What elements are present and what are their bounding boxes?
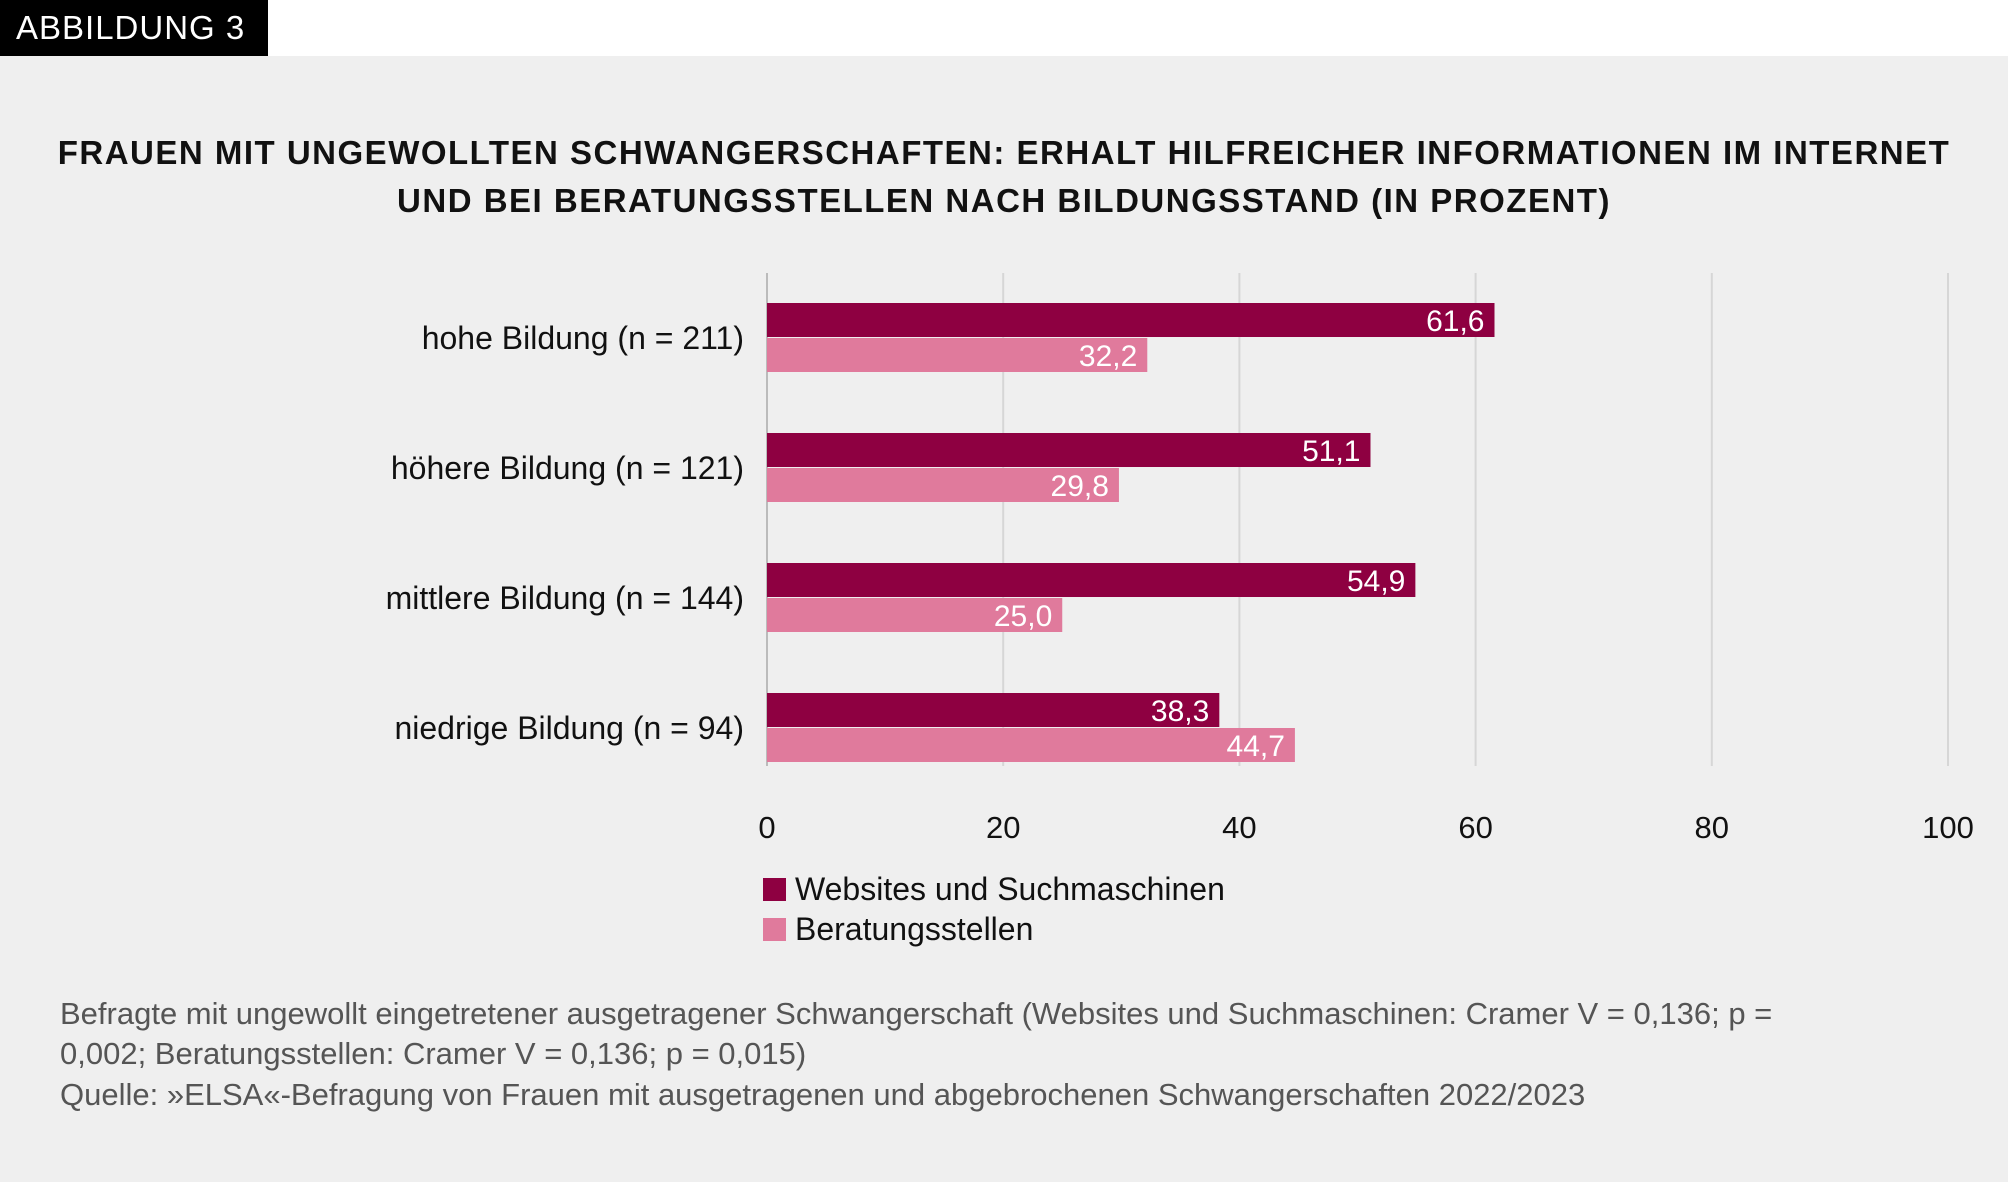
chart-title-line-2: UND BEI BERATUNGSSTELLEN NACH BILDUNGSST… bbox=[397, 182, 1611, 219]
bar-websites bbox=[767, 433, 1371, 467]
bar-beratungsstellen bbox=[767, 728, 1295, 762]
bar-beratungsstellen bbox=[767, 598, 1063, 632]
legend-label-beratungsstellen: Beratungsstellen bbox=[795, 910, 1034, 947]
footnote-source: Quelle: »ELSA«-Befragung von Frauen mit … bbox=[60, 1077, 1586, 1112]
data-label: 54,9 bbox=[1347, 565, 1405, 598]
data-label: 44,7 bbox=[1227, 730, 1285, 763]
legend-item-websites: Websites und Suchmaschinen bbox=[763, 870, 1225, 907]
x-tick-label: 20 bbox=[986, 810, 1020, 845]
bar-websites bbox=[767, 303, 1495, 337]
category-label: hohe Bildung (n = 211) bbox=[422, 320, 744, 356]
data-label: 32,2 bbox=[1079, 340, 1137, 373]
data-label: 25,0 bbox=[994, 600, 1052, 633]
x-tick-label: 40 bbox=[1222, 810, 1256, 845]
bar-chart: 0 20 40 60 80 100 hohe Bildung (n = 211) 61,6 32… bbox=[386, 273, 1974, 845]
bar-beratungsstellen bbox=[767, 468, 1119, 502]
data-label: 29,8 bbox=[1051, 470, 1109, 503]
bar-websites bbox=[767, 693, 1220, 727]
footnote-line-2: 0,002; Beratungsstellen: Cramer V = 0,13… bbox=[60, 1036, 807, 1071]
x-tick-label: 80 bbox=[1695, 810, 1729, 845]
legend-swatch-beratungsstellen bbox=[763, 917, 786, 941]
legend-swatch-websites bbox=[763, 877, 786, 901]
x-tick-label: 60 bbox=[1458, 810, 1492, 845]
category-label: niedrige Bildung (n = 94) bbox=[394, 710, 744, 746]
legend-item-beratungsstellen: Beratungsstellen bbox=[763, 910, 1034, 947]
figure-badge: ABBILDUNG 3 bbox=[0, 0, 268, 56]
footnote-line-1: Befragte mit ungewollt eingetretener aus… bbox=[60, 996, 1773, 1031]
chart-title-line-1: FRAUEN MIT UNGEWOLLTEN SCHWANGERSCHAFTEN… bbox=[57, 134, 1951, 171]
legend-label-websites: Websites und Suchmaschinen bbox=[795, 870, 1225, 907]
bar-beratungsstellen bbox=[767, 338, 1148, 372]
data-label: 51,1 bbox=[1302, 435, 1360, 468]
header-band bbox=[0, 0, 2008, 56]
x-tick-label: 0 bbox=[758, 810, 775, 845]
category-label: mittlere Bildung (n = 144) bbox=[386, 580, 744, 616]
data-label: 38,3 bbox=[1151, 695, 1209, 728]
x-tick-label: 100 bbox=[1922, 810, 1974, 845]
category-label: höhere Bildung (n = 121) bbox=[391, 450, 744, 486]
data-label: 61,6 bbox=[1426, 305, 1484, 338]
bar-websites bbox=[767, 563, 1416, 597]
